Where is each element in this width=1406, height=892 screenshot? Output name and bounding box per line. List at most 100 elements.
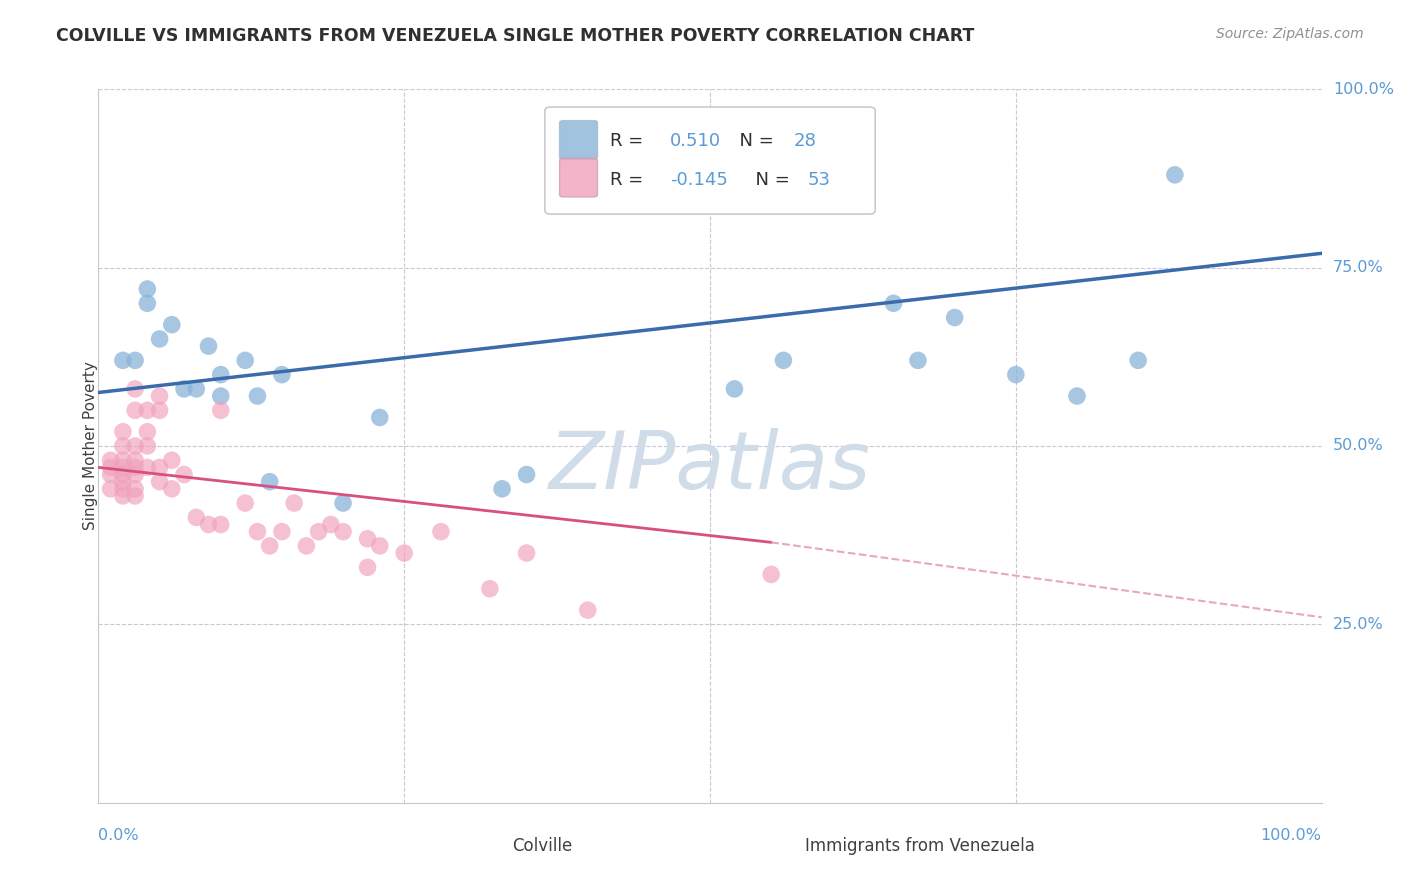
Point xyxy=(259,539,281,553)
Point xyxy=(149,460,172,475)
FancyBboxPatch shape xyxy=(749,833,796,858)
Point xyxy=(100,482,122,496)
Point xyxy=(124,353,146,368)
Point xyxy=(761,567,783,582)
Text: 28: 28 xyxy=(793,132,815,150)
Text: 100.0%: 100.0% xyxy=(1333,82,1393,96)
FancyBboxPatch shape xyxy=(560,120,598,159)
Text: COLVILLE VS IMMIGRANTS FROM VENEZUELA SINGLE MOTHER POVERTY CORRELATION CHART: COLVILLE VS IMMIGRANTS FROM VENEZUELA SI… xyxy=(56,27,974,45)
Text: -0.145: -0.145 xyxy=(669,171,727,189)
FancyBboxPatch shape xyxy=(560,159,598,197)
Point xyxy=(907,353,929,368)
Point xyxy=(283,496,305,510)
Point xyxy=(576,603,599,617)
Point xyxy=(111,353,134,368)
Point xyxy=(943,310,966,325)
Point xyxy=(111,475,134,489)
Point xyxy=(111,439,134,453)
Point xyxy=(1128,353,1150,368)
Point xyxy=(209,517,232,532)
Point xyxy=(356,560,378,574)
Point xyxy=(173,382,195,396)
Point xyxy=(136,403,159,417)
Point xyxy=(124,467,146,482)
Text: 0.510: 0.510 xyxy=(669,132,721,150)
Point xyxy=(319,517,342,532)
Point xyxy=(111,467,134,482)
Point xyxy=(209,368,232,382)
Point xyxy=(392,546,416,560)
Text: 50.0%: 50.0% xyxy=(1333,439,1384,453)
Point xyxy=(723,382,745,396)
Point xyxy=(430,524,453,539)
Point xyxy=(149,332,172,346)
Point xyxy=(308,524,330,539)
Point xyxy=(515,546,537,560)
Point xyxy=(111,482,134,496)
Text: Immigrants from Venezuela: Immigrants from Venezuela xyxy=(806,837,1035,855)
Point xyxy=(111,425,134,439)
Point xyxy=(233,496,256,510)
Point xyxy=(136,296,159,310)
Point xyxy=(100,460,122,475)
Point xyxy=(883,296,905,310)
Point xyxy=(136,439,159,453)
Text: Colville: Colville xyxy=(512,837,572,855)
Point xyxy=(478,582,501,596)
Point xyxy=(124,460,146,475)
Point xyxy=(332,496,354,510)
Point xyxy=(111,489,134,503)
Point xyxy=(233,353,256,368)
Point xyxy=(100,453,122,467)
Point xyxy=(270,368,294,382)
Point xyxy=(295,539,318,553)
Point xyxy=(1164,168,1187,182)
Point xyxy=(124,482,146,496)
Point xyxy=(259,475,281,489)
Point xyxy=(197,517,219,532)
Point xyxy=(149,475,172,489)
Point xyxy=(160,453,183,467)
Point xyxy=(246,524,269,539)
Text: N =: N = xyxy=(728,132,780,150)
FancyBboxPatch shape xyxy=(456,833,502,858)
Point xyxy=(515,467,537,482)
Point xyxy=(136,282,159,296)
Point xyxy=(111,460,134,475)
FancyBboxPatch shape xyxy=(546,107,875,214)
Point xyxy=(491,482,513,496)
Point xyxy=(186,510,208,524)
Text: 25.0%: 25.0% xyxy=(1333,617,1384,632)
Point xyxy=(124,439,146,453)
Point xyxy=(270,524,294,539)
Text: 100.0%: 100.0% xyxy=(1261,828,1322,843)
Point xyxy=(173,467,195,482)
Point xyxy=(332,524,354,539)
Point xyxy=(124,403,146,417)
Point xyxy=(160,482,183,496)
Text: R =: R = xyxy=(610,171,648,189)
Text: 53: 53 xyxy=(808,171,831,189)
Text: Source: ZipAtlas.com: Source: ZipAtlas.com xyxy=(1216,27,1364,41)
Point xyxy=(1066,389,1088,403)
Point xyxy=(246,389,269,403)
Text: 0.0%: 0.0% xyxy=(98,828,139,843)
Point xyxy=(209,403,232,417)
Point xyxy=(197,339,219,353)
Point xyxy=(149,389,172,403)
Point xyxy=(356,532,378,546)
Point xyxy=(100,467,122,482)
Text: 75.0%: 75.0% xyxy=(1333,260,1384,275)
Point xyxy=(186,382,208,396)
Point xyxy=(124,382,146,396)
Point xyxy=(124,489,146,503)
Point xyxy=(124,453,146,467)
Point xyxy=(368,410,391,425)
Text: N =: N = xyxy=(744,171,796,189)
Point xyxy=(160,318,183,332)
Text: ZIPatlas: ZIPatlas xyxy=(548,428,872,507)
Point xyxy=(136,460,159,475)
Point xyxy=(149,403,172,417)
Point xyxy=(209,389,232,403)
Point xyxy=(772,353,794,368)
